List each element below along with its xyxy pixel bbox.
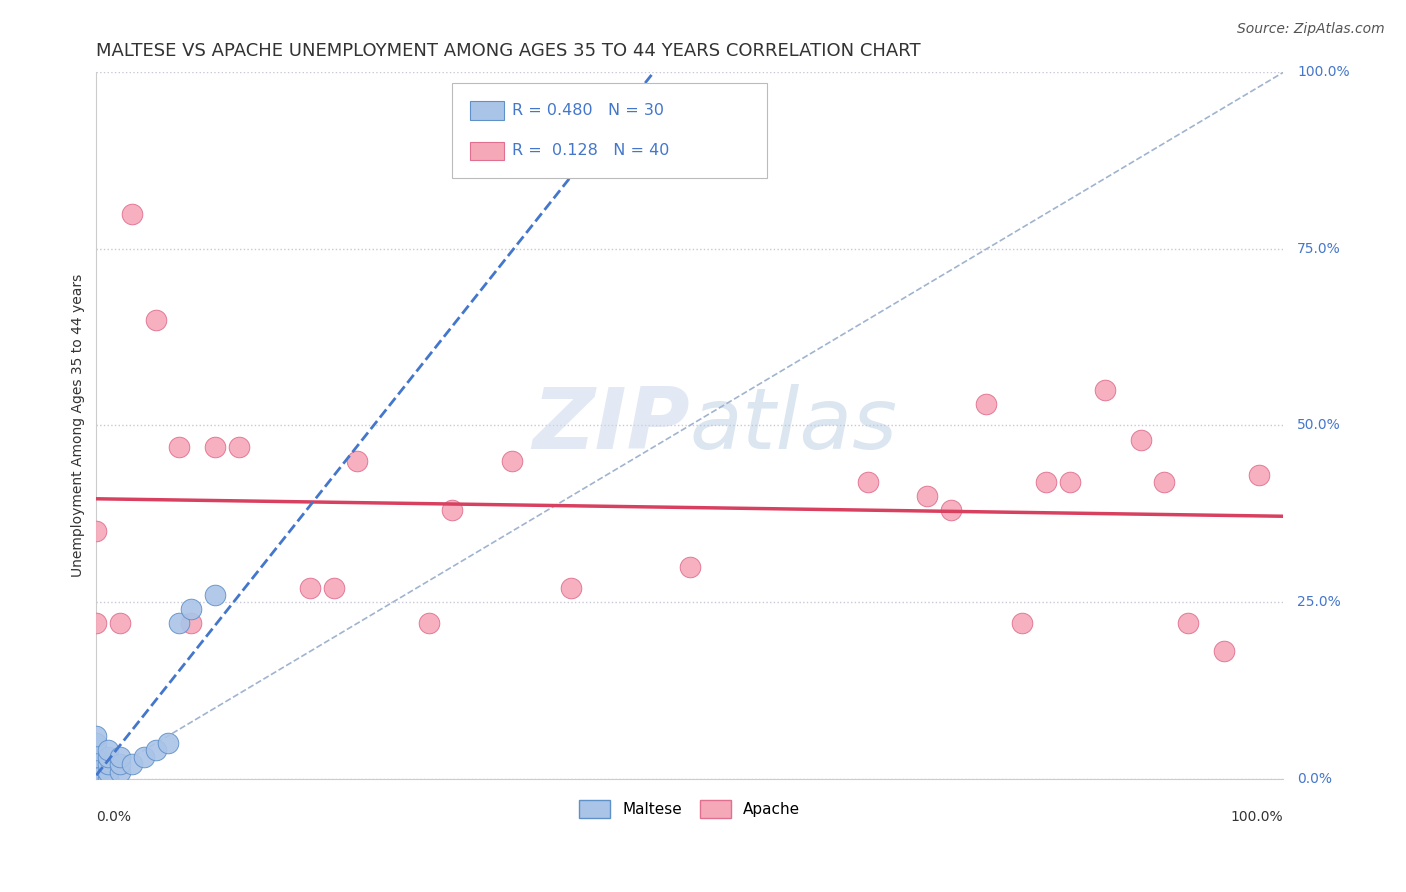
Text: MALTESE VS APACHE UNEMPLOYMENT AMONG AGES 35 TO 44 YEARS CORRELATION CHART: MALTESE VS APACHE UNEMPLOYMENT AMONG AGE… [97, 42, 921, 60]
Point [97, 757, 120, 772]
Text: 100.0%: 100.0% [1298, 65, 1350, 79]
Text: 50.0%: 50.0% [1298, 418, 1341, 433]
Point [204, 440, 226, 454]
Point [1094, 383, 1116, 397]
Point [1035, 475, 1057, 489]
Text: R = 0.480   N = 30: R = 0.480 N = 30 [512, 103, 664, 118]
Point [97, 772, 120, 786]
Point [939, 503, 962, 517]
Point [86, 764, 108, 779]
Text: atlas: atlas [690, 384, 898, 467]
Legend: Maltese, Apache: Maltese, Apache [574, 794, 806, 824]
Point [86, 772, 108, 786]
Text: 25.0%: 25.0% [1298, 595, 1341, 609]
Text: 75.0%: 75.0% [1298, 242, 1341, 256]
Point [86, 757, 108, 772]
Point [228, 440, 250, 454]
Point [108, 616, 131, 631]
Text: Source: ZipAtlas.com: Source: ZipAtlas.com [1237, 22, 1385, 37]
Point [1011, 616, 1033, 631]
Point [441, 503, 464, 517]
Point [169, 440, 191, 454]
Point [298, 581, 321, 595]
Point [180, 602, 202, 616]
Point [132, 750, 155, 764]
Text: 100.0%: 100.0% [1230, 810, 1284, 824]
Point [86, 772, 108, 786]
Text: 0.0%: 0.0% [1298, 772, 1333, 786]
Point [679, 559, 702, 574]
Point [108, 764, 131, 779]
Point [145, 312, 167, 326]
Point [86, 524, 108, 539]
Point [86, 729, 108, 743]
Point [86, 772, 108, 786]
Point [418, 616, 440, 631]
Point [1212, 644, 1234, 658]
Point [1129, 433, 1152, 447]
Point [97, 750, 120, 764]
Point [915, 489, 938, 503]
Text: R =  0.128   N = 40: R = 0.128 N = 40 [512, 144, 669, 159]
Y-axis label: Unemployment Among Ages 35 to 44 years: Unemployment Among Ages 35 to 44 years [72, 274, 86, 577]
Point [86, 736, 108, 750]
Point [121, 207, 143, 221]
Point [976, 397, 998, 411]
Point [121, 757, 143, 772]
Point [86, 772, 108, 786]
Point [180, 616, 202, 631]
Point [97, 764, 120, 779]
Point [560, 581, 582, 595]
Point [86, 772, 108, 786]
Point [108, 750, 131, 764]
Point [1059, 475, 1081, 489]
Point [86, 750, 108, 764]
Point [156, 736, 179, 750]
Point [145, 743, 167, 757]
Point [322, 581, 344, 595]
Point [169, 616, 191, 631]
Point [1249, 467, 1271, 482]
Point [856, 475, 879, 489]
Point [86, 757, 108, 772]
Text: ZIP: ZIP [531, 384, 690, 467]
Text: 0.0%: 0.0% [97, 810, 131, 824]
Point [86, 750, 108, 764]
Point [86, 743, 108, 757]
Point [204, 588, 226, 602]
Point [501, 454, 523, 468]
FancyBboxPatch shape [470, 101, 505, 120]
Point [1153, 475, 1175, 489]
Point [97, 743, 120, 757]
FancyBboxPatch shape [453, 83, 766, 178]
Point [86, 772, 108, 786]
Point [346, 454, 368, 468]
Point [86, 616, 108, 631]
FancyBboxPatch shape [470, 142, 505, 161]
Point [108, 757, 131, 772]
Point [86, 764, 108, 779]
Point [1177, 616, 1199, 631]
